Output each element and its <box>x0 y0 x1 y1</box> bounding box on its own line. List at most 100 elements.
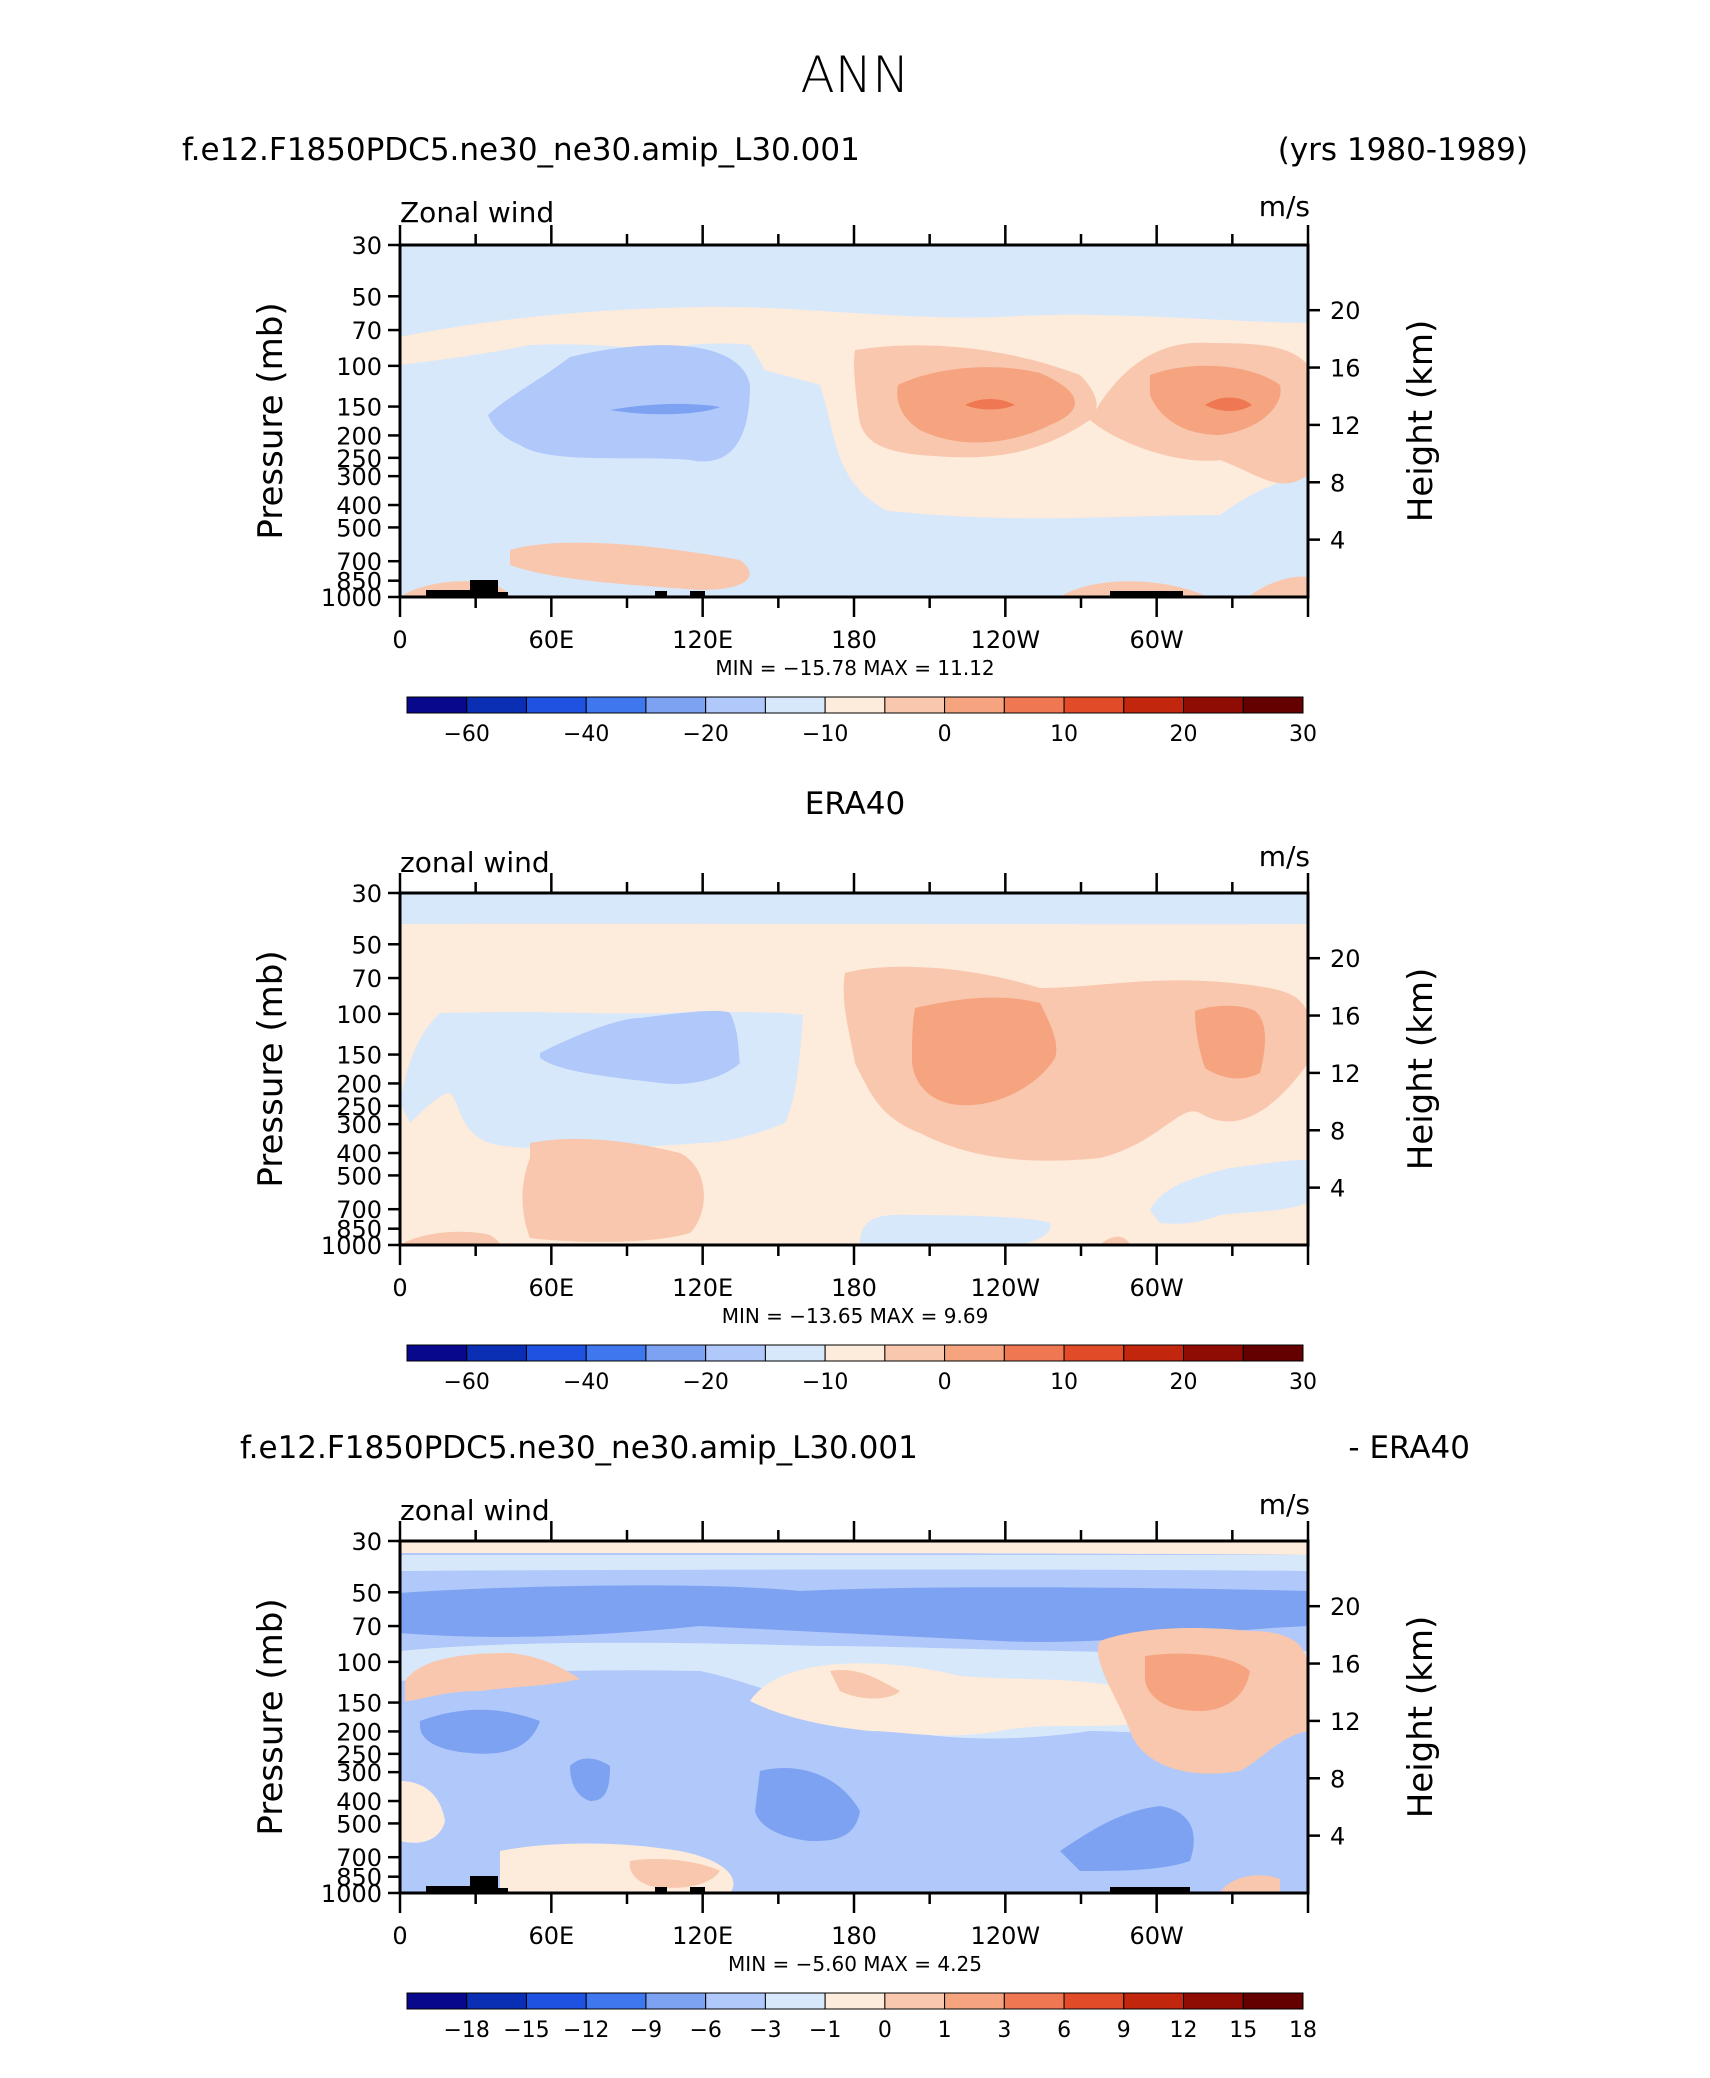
panel-model-title-right: (yrs 1980-1989) <box>1278 132 1528 168</box>
colorbar-label: 0 <box>938 722 952 747</box>
colorbar-swatch <box>764 696 826 714</box>
colorbar-swatch <box>884 1992 946 2010</box>
colorbar-swatch <box>944 696 1005 714</box>
height-tick-label: 4 <box>1330 527 1345 555</box>
pressure-tick-label: 70 <box>351 1613 382 1641</box>
panel-diff-minmax: MIN = −5.60 MAX = 4.25 <box>728 1952 982 1976</box>
colorbar-swatch <box>466 696 527 714</box>
colorbar-swatch <box>705 1344 766 1362</box>
pressure-axis-label: Pressure (mb) <box>251 1598 291 1835</box>
pressure-tick-label: 150 <box>336 1690 382 1718</box>
colorbar-label: 30 <box>1289 722 1317 747</box>
colorbar-swatch <box>705 1992 766 2010</box>
pressure-tick-label: 50 <box>351 931 382 959</box>
pressure-tick-label: 1000 <box>321 584 382 612</box>
colorbar-swatch <box>1242 1992 1304 2010</box>
height-axis-label: Height (km) <box>1401 1616 1441 1819</box>
colorbar-swatch <box>1003 696 1065 714</box>
pressure-tick-label: 250 <box>336 1093 382 1121</box>
colorbar-swatch <box>764 1992 826 2010</box>
panel-model-var-label: Zonal wind <box>400 196 554 229</box>
pressure-tick-label: 200 <box>336 1718 382 1746</box>
panel-obs: ERA40 zonal wind m/s 3050701001502002503… <box>251 786 1441 1395</box>
pressure-tick-label: 70 <box>351 317 382 345</box>
height-axis-label: Height (km) <box>1401 968 1441 1171</box>
colorbar-swatch <box>466 1344 527 1362</box>
pressure-tick-label: 400 <box>336 1140 382 1168</box>
colorbar-swatch <box>585 1992 647 2010</box>
panel-diff-var-label: zonal wind <box>400 1494 550 1527</box>
colorbar-label: −10 <box>802 722 848 747</box>
colorbar-swatch <box>645 1344 707 1362</box>
colorbar-swatch <box>944 1344 1005 1362</box>
colorbar-label: −40 <box>563 722 609 747</box>
pressure-tick-label: 400 <box>336 492 382 520</box>
lon-tick-label: 0 <box>392 1274 407 1302</box>
colorbar-label: 20 <box>1170 1370 1198 1395</box>
pressure-axis-label: Pressure (mb) <box>251 950 291 1187</box>
panel-obs-minmax: MIN = −13.65 MAX = 9.69 <box>722 1304 989 1328</box>
colorbar-label: −20 <box>682 722 728 747</box>
colorbar-swatch <box>1123 696 1185 714</box>
colorbar-swatch <box>884 696 946 714</box>
colorbar-label: 3 <box>997 2018 1011 2043</box>
lon-tick-label: 60W <box>1130 626 1184 654</box>
colorbar-swatch <box>406 1344 468 1362</box>
panel-obs-colorbar: −60 −40 −20 −10 0 10 20 30 <box>406 1344 1317 1395</box>
pressure-tick-label: 250 <box>336 1741 382 1769</box>
colorbar-swatch <box>1063 1992 1125 2010</box>
colorbar-label: −3 <box>749 2018 781 2043</box>
lon-tick-label: 120W <box>971 1922 1041 1950</box>
panel-model-minmax: MIN = −15.78 MAX = 11.12 <box>715 656 994 680</box>
pressure-tick-label: 50 <box>351 283 382 311</box>
lon-tick-label: 180 <box>831 1274 877 1302</box>
height-tick-label: 20 <box>1330 297 1361 325</box>
lon-tick-label: 120E <box>672 1922 733 1950</box>
pressure-tick-label: 150 <box>336 1042 382 1070</box>
colorbar-swatch <box>466 1992 527 2010</box>
panel-obs-units: m/s <box>1259 840 1310 873</box>
lon-tick-label: 60E <box>528 1922 574 1950</box>
colorbar-swatch <box>824 1992 886 2010</box>
colorbar-swatch <box>1183 1344 1244 1362</box>
pressure-tick-label: 100 <box>336 353 382 381</box>
panel-diff-plot <box>400 1541 1308 1893</box>
lon-tick-label: 60E <box>528 1274 574 1302</box>
colorbar-swatch <box>1123 1344 1185 1362</box>
colorbar-label: 15 <box>1229 2018 1257 2043</box>
lon-tick-label: 120E <box>672 626 733 654</box>
colorbar-label: −20 <box>682 1370 728 1395</box>
colorbar-swatch <box>1063 696 1125 714</box>
panel-diff-units: m/s <box>1259 1488 1310 1521</box>
pressure-tick-label: 500 <box>336 1162 382 1190</box>
height-tick-label: 8 <box>1330 1765 1345 1793</box>
colorbar-swatch <box>824 696 886 714</box>
pressure-tick-label: 300 <box>336 1111 382 1139</box>
pressure-tick-label: 200 <box>336 422 382 450</box>
colorbar-swatch <box>1003 1992 1065 2010</box>
colorbar-swatch <box>406 1992 468 2010</box>
lon-tick-label: 60W <box>1130 1274 1184 1302</box>
colorbar-swatch <box>645 696 707 714</box>
height-tick-label: 12 <box>1330 412 1361 440</box>
pressure-tick-label: 500 <box>336 514 382 542</box>
height-tick-label: 16 <box>1330 1651 1361 1679</box>
height-tick-label: 12 <box>1330 1060 1361 1088</box>
height-tick-label: 16 <box>1330 355 1361 383</box>
colorbar-label: −1 <box>809 2018 841 2043</box>
colorbar-label: 0 <box>878 2018 892 2043</box>
colorbar-swatch <box>406 696 468 714</box>
pressure-tick-label: 300 <box>336 1759 382 1787</box>
panel-model-colorbar: −60 −40 −20 −10 0 10 20 30 <box>406 696 1317 747</box>
colorbar-swatch <box>1003 1344 1065 1362</box>
colorbar-label: 1 <box>938 2018 952 2043</box>
colorbar-label: −6 <box>689 2018 721 2043</box>
colorbar-label: 30 <box>1289 1370 1317 1395</box>
colorbar-label: −15 <box>503 2018 549 2043</box>
main-title: ANN <box>800 46 909 104</box>
panel-diff-colorbar: −18 −15 −12 −9 −6 −3 −1 0 1 3 6 9 12 15 18 <box>406 1992 1317 2043</box>
colorbar-label: −60 <box>444 1370 490 1395</box>
colorbar-swatch <box>645 1992 707 2010</box>
